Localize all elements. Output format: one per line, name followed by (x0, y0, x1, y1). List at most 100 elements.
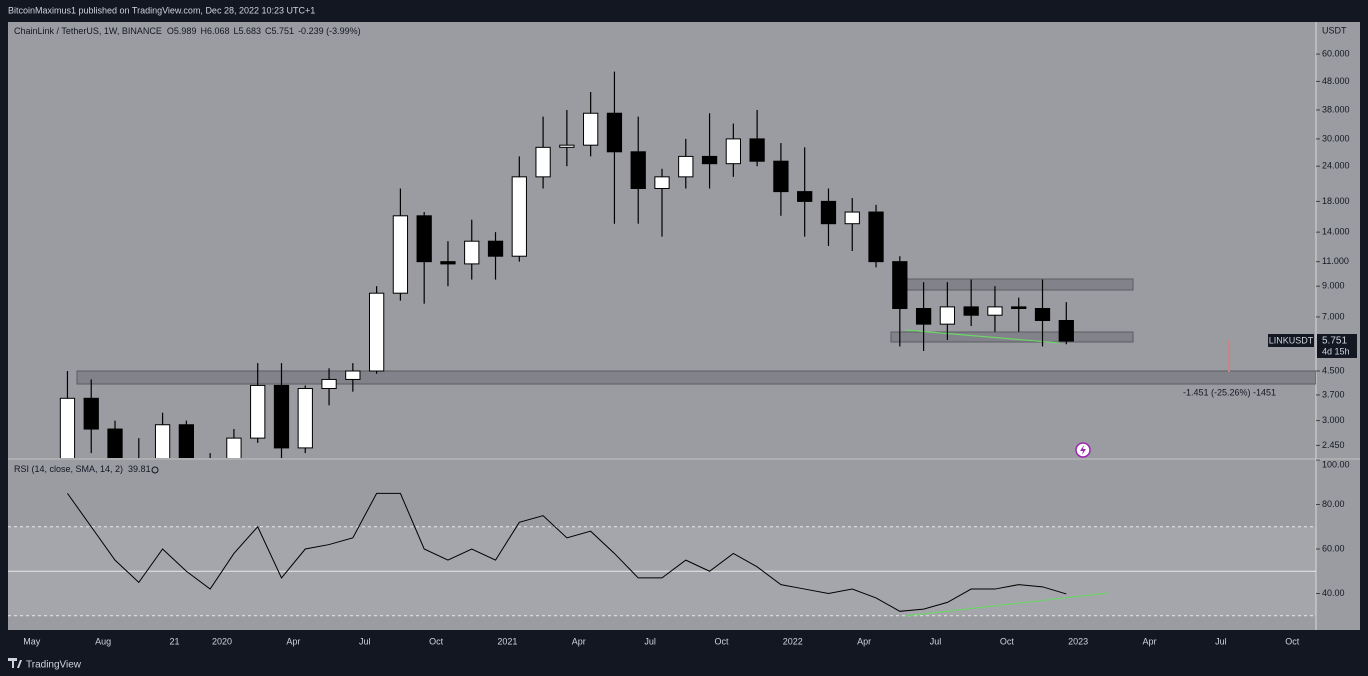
ohlc-value: 5.751 (272, 26, 295, 36)
x-tick-label: Apr (1143, 636, 1157, 646)
ohlc-key: L (233, 26, 238, 36)
x-tick-label: 2022 (783, 636, 803, 646)
x-tick-label: Aug (95, 636, 111, 646)
candle-body (915, 308, 932, 325)
symbol-legend: ChainLink / TetherUS, 1W, BINANCE O5.989 H… (14, 26, 361, 36)
candle-body (154, 424, 171, 458)
x-tick-label: Oct (1000, 636, 1015, 646)
rsi-line (67, 492, 1067, 612)
ohlc-key: O (167, 26, 174, 36)
candle-body (559, 144, 575, 148)
candle-body (1034, 308, 1051, 321)
symbol-tag-label: LINKUSDT (1269, 335, 1314, 345)
candle-body (987, 306, 1003, 316)
y-tick-label: 18.000 (1322, 196, 1350, 206)
x-tick-label: Oct (714, 636, 729, 646)
candle-body (725, 138, 741, 165)
candle-body (392, 215, 409, 294)
countdown: 4d 15h (1322, 346, 1350, 356)
y-tick-label: 24.000 (1322, 161, 1350, 171)
rsi-layer (8, 492, 1316, 617)
candle-body (868, 211, 884, 263)
rsi-pane (8, 460, 1360, 630)
candle-body (583, 112, 599, 146)
candle-body (107, 428, 123, 458)
y-tick-label: 3.000 (1322, 415, 1345, 425)
y-tick-label: 48.000 (1322, 76, 1350, 86)
x-tick-label: Apr (857, 636, 871, 646)
support-zone (76, 370, 1316, 385)
x-tick-label: Oct (429, 636, 444, 646)
y-tick-label: 38.000 (1322, 104, 1350, 114)
candle-body (345, 370, 361, 380)
y-tick-label: 100.00 (1322, 459, 1350, 469)
y-tick-label: 9.000 (1322, 281, 1345, 291)
candle-body (464, 240, 480, 265)
axis-unit: USDT (1322, 25, 1347, 35)
hide-icon[interactable] (151, 466, 159, 474)
range-bottom-zone (890, 331, 1134, 343)
candle-body (630, 151, 646, 190)
measure-label: -1.451 (-25.26%) -1451 (1183, 387, 1276, 397)
symbol-tag (1268, 333, 1314, 347)
y-tick-label: 14.000 (1322, 227, 1350, 237)
x-tick-label: Jul (1215, 636, 1227, 646)
time-axis-bg (0, 631, 1368, 676)
x-tick-label: 2021 (497, 636, 517, 646)
x-tick-label: 2020 (212, 636, 232, 646)
ohlc-value: 5.989 (174, 26, 197, 36)
candle-body (963, 306, 979, 316)
publisher-line: BitcoinMaximus1 published on TradingView… (8, 5, 315, 15)
rsi-trend-line (904, 592, 1109, 617)
x-tick-label: Jul (644, 636, 656, 646)
rsi-legend: RSI (14, close, SMA, 14, 2) 39.81 (14, 464, 151, 474)
candle-body (939, 306, 956, 325)
candle-body (844, 211, 860, 225)
candle-body (797, 191, 813, 202)
candle-body (654, 176, 670, 190)
brand: TradingView (26, 660, 82, 671)
y-tick-label: 40.00 (1322, 588, 1345, 598)
y-tick-label: 4.500 (1322, 365, 1345, 375)
candle-body (1011, 306, 1027, 310)
rsi-title: RSI (14, close, SMA, 14, 2) (14, 464, 123, 474)
measure-bar (1228, 340, 1230, 372)
candle-body (416, 215, 432, 263)
x-tick-label: 21 (169, 636, 179, 646)
ohlc-value: 6.068 (207, 26, 230, 36)
candle-body (440, 261, 456, 265)
candle-body (321, 378, 337, 390)
x-tick-label: Apr (572, 636, 586, 646)
brand-logo (8, 658, 22, 668)
candle-body (83, 397, 99, 430)
y-tick-label: 2.450 (1322, 440, 1345, 450)
y-tick-label: 80.00 (1322, 499, 1345, 509)
candle-body (773, 160, 789, 193)
y-tick-label: 7.000 (1322, 311, 1345, 321)
x-tick-label: 2023 (1068, 636, 1088, 646)
candle-body (487, 240, 504, 257)
candle-body (59, 397, 76, 458)
event-icon-bolt (1080, 445, 1086, 455)
last-price: 5.751 (1322, 336, 1347, 347)
candle-body (273, 384, 290, 449)
y-tick-label: 3.700 (1322, 389, 1345, 399)
range-top-zone (901, 278, 1134, 291)
rsi-last: 39.81 (128, 464, 151, 474)
trend-line (904, 329, 1061, 344)
y-tick-label: 11.000 (1322, 256, 1349, 266)
y-tick-label: 60.00 (1322, 543, 1345, 553)
x-tick-label: Jul (930, 636, 942, 646)
price-pane (8, 22, 1360, 458)
candle-body (297, 388, 313, 449)
candle-body (368, 292, 385, 372)
candle-body (226, 437, 242, 458)
candle-body (820, 200, 837, 225)
last-price-tag (1317, 333, 1357, 358)
candle-body (701, 155, 718, 165)
candle-body (892, 261, 908, 310)
candle-body (511, 176, 527, 257)
ohlc-key: H (200, 26, 207, 36)
candle-body (606, 112, 623, 153)
